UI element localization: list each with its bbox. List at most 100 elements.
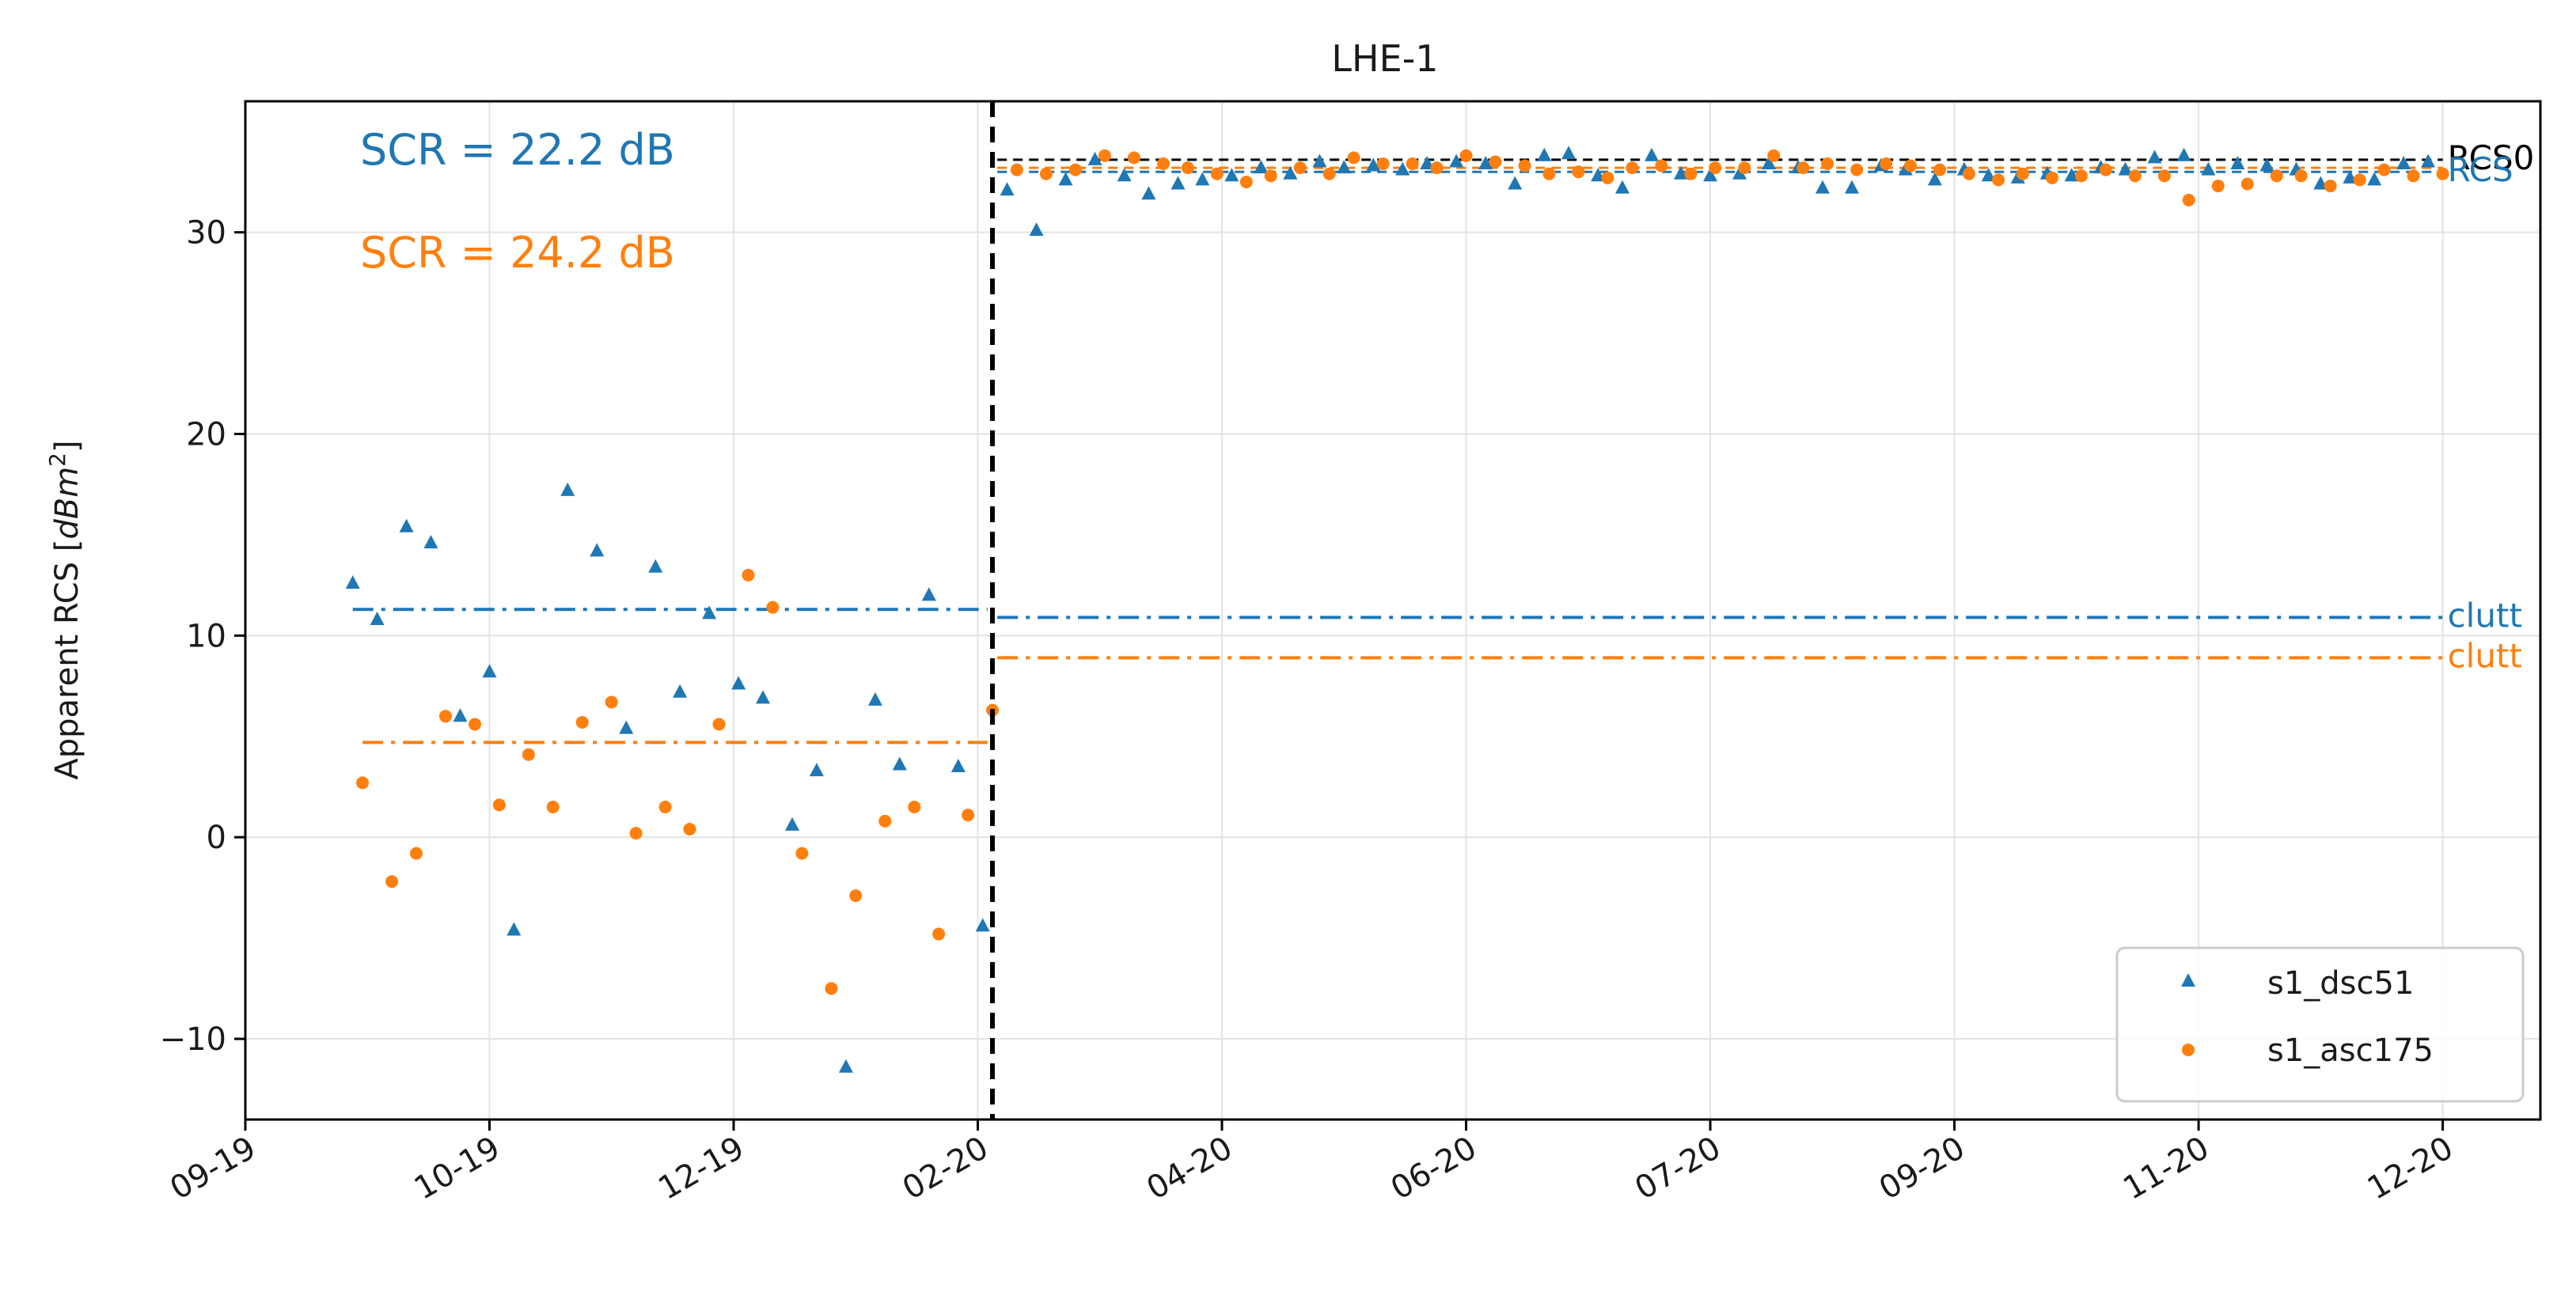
point-s1_dsc51 <box>590 543 605 557</box>
point-s1_dsc51 <box>619 720 634 734</box>
point-s1_asc175 <box>469 718 481 731</box>
point-s1_dsc51 <box>1703 168 1718 182</box>
point-s1_dsc51 <box>453 708 468 722</box>
point-s1_asc175 <box>438 710 452 723</box>
point-s1_asc175 <box>878 814 892 828</box>
y-tick-label: 0 <box>207 820 226 856</box>
point-s1_asc175 <box>1039 167 1053 180</box>
point-s1_dsc51 <box>1478 156 1493 170</box>
point-s1_asc175 <box>1181 161 1194 175</box>
point-s1_dsc51 <box>975 918 990 932</box>
point-s1_asc175 <box>1684 167 1698 180</box>
point-s1_dsc51 <box>2230 156 2245 170</box>
point-s1_dsc51 <box>1366 157 1381 172</box>
point-s1_dsc51 <box>950 759 966 773</box>
point-s1_asc175 <box>1068 163 1082 176</box>
point-s1_dsc51 <box>838 1059 853 1073</box>
hline-label-clutter-post-blue: clutt <box>2448 596 2522 635</box>
point-s1_dsc51 <box>399 518 414 532</box>
point-s1_dsc51 <box>1845 180 1859 194</box>
point-s1_asc175 <box>575 715 589 729</box>
point-s1_dsc51 <box>1195 172 1210 186</box>
point-s1_asc175 <box>2436 167 2449 180</box>
point-s1_dsc51 <box>1449 153 1464 168</box>
point-s1_asc175 <box>2099 163 2112 176</box>
grid-layer <box>245 101 2540 1120</box>
point-s1_asc175 <box>1709 161 1722 175</box>
point-s1_asc175 <box>2128 169 2142 183</box>
chart-title: LHE-1 <box>1331 37 1438 80</box>
point-s1_dsc51 <box>1420 156 1435 170</box>
y-axis-label-suffix: ] <box>49 440 85 453</box>
point-s1_dsc51 <box>1762 156 1777 170</box>
legend-label-s1-asc175: s1_asc175 <box>2267 1032 2434 1069</box>
point-s1_asc175 <box>1601 171 1614 184</box>
y-axis-label: Apparent RCS [dBm2] <box>44 440 85 779</box>
point-s1_asc175 <box>2075 169 2088 183</box>
point-s1_asc175 <box>1406 157 1419 171</box>
point-s1_asc175 <box>1376 157 1390 171</box>
point-s1_asc175 <box>629 827 643 840</box>
point-s1_dsc51 <box>1058 172 1073 186</box>
point-s1_asc175 <box>522 748 535 761</box>
point-s1_asc175 <box>658 800 672 813</box>
point-s1_dsc51 <box>2064 168 2079 182</box>
point-s1_dsc51 <box>1029 222 1044 237</box>
point-s1_dsc51 <box>702 605 717 619</box>
point-s1_dsc51 <box>2367 172 2382 186</box>
point-s1_dsc51 <box>1537 147 1552 161</box>
point-s1_dsc51 <box>1561 146 1576 160</box>
point-s1_asc175 <box>1430 161 1444 175</box>
legend: s1_dsc51 s1_asc175 <box>2115 946 2525 1103</box>
point-s1_asc175 <box>1821 157 1834 171</box>
y-axis-label-unit: dBm <box>49 467 85 540</box>
point-s1_asc175 <box>1572 165 1585 179</box>
point-s1_dsc51 <box>809 763 824 777</box>
point-s1_asc175 <box>1157 157 1170 171</box>
point-s1_asc175 <box>2240 177 2254 191</box>
point-s1_dsc51 <box>482 664 497 678</box>
point-s1_dsc51 <box>2118 161 2133 176</box>
point-s1_asc175 <box>605 695 618 709</box>
point-s1_asc175 <box>2324 180 2337 193</box>
point-s1_dsc51 <box>2396 156 2411 170</box>
point-s1_asc175 <box>1850 163 1864 176</box>
point-s1_asc175 <box>2182 193 2195 206</box>
point-s1_dsc51 <box>1170 176 1186 190</box>
point-s1_asc175 <box>1655 159 1668 172</box>
y-tick-label: −10 <box>160 1021 226 1058</box>
point-s1_asc175 <box>795 847 809 860</box>
scr-annotation-orange: SCR = 24.2 dB <box>360 228 675 278</box>
data-points <box>345 146 2449 1073</box>
legend-label-s1-dsc51: s1_dsc51 <box>2267 965 2414 1002</box>
point-s1_asc175 <box>742 568 755 582</box>
point-s1_asc175 <box>932 927 946 941</box>
point-s1_dsc51 <box>731 676 746 690</box>
scr-annotation-blue: SCR = 22.2 dB <box>360 125 675 175</box>
point-s1_asc175 <box>2016 167 2029 180</box>
point-s1_dsc51 <box>1087 151 1102 165</box>
point-s1_asc175 <box>492 798 506 812</box>
plot-frame <box>244 100 2542 1121</box>
point-s1_asc175 <box>1963 167 1976 180</box>
point-s1_dsc51 <box>673 684 688 698</box>
point-s1_dsc51 <box>560 482 575 496</box>
legend-marker-s1-dsc51 <box>2181 973 2195 987</box>
point-s1_dsc51 <box>1141 186 1156 200</box>
point-s1_asc175 <box>1542 167 1556 180</box>
point-s1_asc175 <box>2294 169 2308 183</box>
point-s1_asc175 <box>1264 169 1277 183</box>
point-s1_asc175 <box>962 809 975 822</box>
point-s1_dsc51 <box>2201 161 2216 176</box>
point-s1_asc175 <box>1738 161 1751 175</box>
point-s1_dsc51 <box>785 816 800 831</box>
point-s1_dsc51 <box>1981 168 1996 182</box>
point-s1_dsc51 <box>1283 165 1298 180</box>
point-s1_asc175 <box>766 601 780 614</box>
point-s1_dsc51 <box>423 535 438 549</box>
point-s1_dsc51 <box>2259 157 2274 172</box>
point-s1_dsc51 <box>1674 165 1689 180</box>
point-s1_dsc51 <box>892 756 907 771</box>
point-s1_asc175 <box>546 800 560 813</box>
